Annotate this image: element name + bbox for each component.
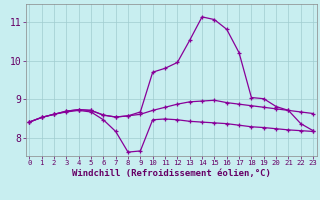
X-axis label: Windchill (Refroidissement éolien,°C): Windchill (Refroidissement éolien,°C) — [72, 169, 271, 178]
